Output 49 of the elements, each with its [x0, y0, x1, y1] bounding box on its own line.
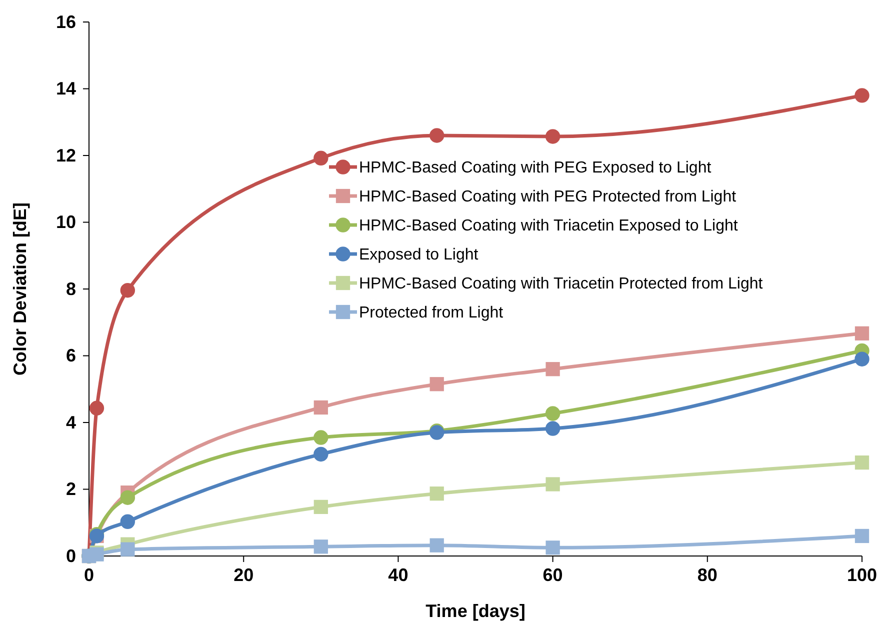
legend-label: HPMC-Based Coating with PEG Protected from Light [359, 188, 737, 206]
point [89, 400, 104, 416]
x-tick-label: 20 [234, 565, 254, 586]
point [430, 538, 444, 552]
y-tick-label: 14 [56, 78, 76, 99]
point [314, 500, 328, 514]
point [314, 430, 328, 445]
y-tick-label: 10 [56, 212, 76, 232]
point [120, 514, 136, 529]
point [546, 540, 560, 555]
point [314, 150, 328, 166]
point [429, 128, 444, 143]
point [546, 477, 560, 492]
point [854, 352, 870, 366]
x-tick-label: 100 [846, 565, 878, 586]
y-tick-label: 12 [56, 145, 76, 166]
point [430, 377, 444, 392]
point [545, 406, 560, 421]
x-tick-label: 60 [542, 565, 563, 586]
point [120, 490, 136, 505]
point [854, 528, 870, 544]
legend-label: HPMC-Based Coating with Triacetin Protected from Light [359, 276, 764, 293]
legend-label: Protected from Light [359, 304, 504, 322]
legend-label: HPMC-Based Coating with Triacetin Exposed to Light [359, 218, 738, 235]
point [120, 282, 136, 298]
x-tick-label: 40 [388, 565, 408, 586]
point [430, 486, 444, 501]
y-tick-label: 0 [66, 546, 76, 566]
point [854, 326, 870, 340]
point [314, 540, 328, 554]
point [545, 129, 560, 144]
y-tick-label: 6 [66, 346, 76, 366]
point [854, 88, 870, 103]
y-tick-label: 8 [66, 278, 76, 299]
y-axis-title: Color Deviation [dE] [10, 202, 30, 376]
point [546, 362, 560, 376]
y-tick-label: 16 [56, 12, 76, 32]
point [545, 421, 560, 436]
x-axis-title: Time [days] [426, 601, 526, 621]
point [120, 542, 135, 556]
y-tick-label: 4 [66, 412, 76, 432]
y-tick-label: 2 [66, 479, 76, 500]
x-tick-label: 80 [697, 565, 718, 586]
legend-label: Exposed to Light [359, 246, 479, 264]
point [314, 446, 328, 462]
point [854, 455, 870, 470]
legend-label: HPMC-Based Coating with PEG Exposed to Light [359, 160, 712, 177]
x-tick-label: 0 [84, 565, 94, 586]
point [314, 400, 328, 415]
